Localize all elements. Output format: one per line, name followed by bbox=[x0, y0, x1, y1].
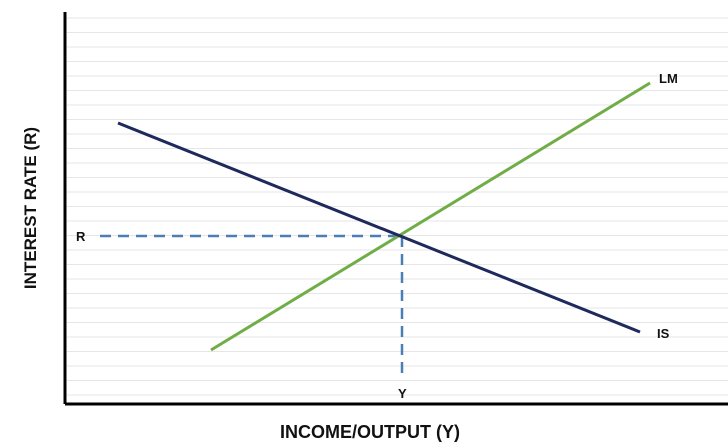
lm-curve bbox=[210, 81, 651, 352]
is-curve bbox=[117, 121, 641, 334]
x-axis-title: INCOME/OUTPUT (Y) bbox=[280, 422, 460, 442]
lm-curve-label: LM bbox=[659, 71, 678, 86]
is-curve-label: IS bbox=[657, 326, 670, 341]
output-label: Y bbox=[398, 386, 407, 401]
interest-rate-label: R bbox=[76, 229, 86, 244]
background-grid bbox=[67, 17, 728, 396]
y-axis-title: INTEREST RATE (R) bbox=[21, 127, 40, 289]
